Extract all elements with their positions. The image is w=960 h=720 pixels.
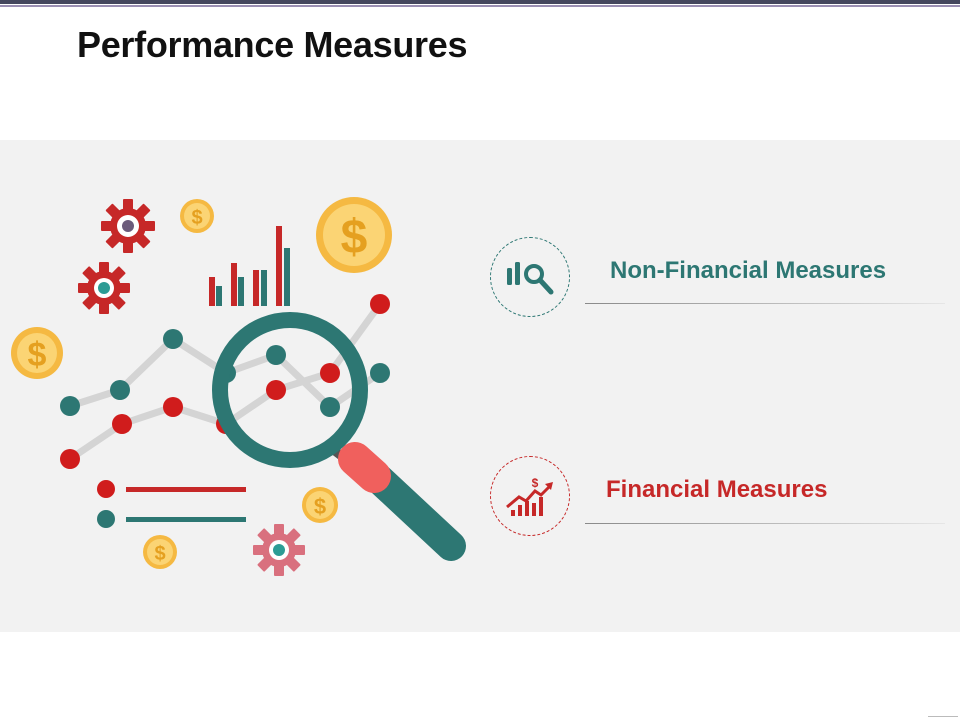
magnifying-glass-icon bbox=[212, 312, 466, 561]
svg-text:$: $ bbox=[314, 494, 326, 519]
financial-divider bbox=[585, 523, 945, 524]
gear-icon bbox=[101, 199, 155, 253]
financial-measures-label: Financial Measures bbox=[606, 476, 828, 503]
non-financial-measures-label: Non-Financial Measures bbox=[610, 257, 887, 284]
dollar-coin-icon: $ bbox=[180, 199, 214, 233]
dollar-coin-icon: $ bbox=[11, 327, 63, 379]
svg-text:$: $ bbox=[191, 207, 202, 229]
svg-text:$: $ bbox=[532, 476, 539, 490]
svg-text:$: $ bbox=[154, 543, 165, 565]
bar-chart-icon bbox=[209, 226, 290, 306]
slide-title: Performance Measures bbox=[77, 24, 468, 65]
top-rule-accent bbox=[0, 5, 960, 7]
rising-dollar-chart-icon: $ bbox=[490, 456, 570, 536]
dollar-coin-icon: $ bbox=[302, 487, 338, 523]
top-rule bbox=[0, 0, 960, 4]
chart-magnifier-icon bbox=[490, 237, 570, 317]
gear-icon bbox=[78, 262, 130, 314]
performance-illustration: $ $ $ $ $ bbox=[11, 197, 466, 576]
svg-text:$: $ bbox=[28, 336, 47, 374]
dollar-coin-icon: $ bbox=[143, 535, 177, 569]
svg-text:$: $ bbox=[341, 211, 368, 264]
non-financial-divider bbox=[585, 303, 945, 304]
dollar-coin-icon: $ bbox=[316, 197, 392, 273]
legend-icon bbox=[97, 480, 246, 528]
slide-corner-mark bbox=[928, 716, 958, 717]
gear-icon bbox=[253, 524, 305, 576]
